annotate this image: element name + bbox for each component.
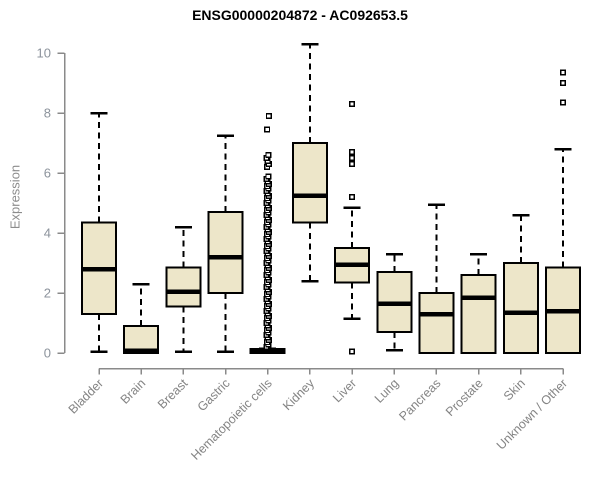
iqr-box bbox=[123, 325, 160, 354]
box-prostate bbox=[460, 252, 497, 354]
box-pancreas bbox=[418, 203, 455, 354]
y-tick-label: 10 bbox=[37, 46, 51, 61]
iqr-box bbox=[460, 274, 497, 354]
y-tick-label: 6 bbox=[44, 166, 51, 181]
outlier-point bbox=[349, 100, 356, 107]
outlier-point bbox=[349, 160, 356, 167]
x-category-label: Liver bbox=[330, 376, 359, 405]
iqr-box bbox=[502, 262, 539, 354]
box-gastric bbox=[207, 134, 244, 353]
x-category-label: Lung bbox=[372, 376, 402, 406]
outlier-point bbox=[265, 151, 272, 158]
x-category-label: Hematopoietic cells bbox=[188, 376, 275, 463]
y-axis: 0 2 4 6 8 10 bbox=[37, 46, 66, 361]
box-lung bbox=[376, 252, 413, 352]
x-category-label: Prostate bbox=[443, 376, 486, 419]
box-unknown-other bbox=[545, 69, 581, 354]
x-category-label: Breast bbox=[155, 376, 191, 412]
y-tick-label: 0 bbox=[44, 346, 51, 361]
y-tick-label: 2 bbox=[44, 286, 51, 301]
outlier-point bbox=[264, 126, 271, 133]
outlier-point bbox=[560, 79, 567, 86]
iqr-box bbox=[165, 266, 202, 308]
y-tick-label: 8 bbox=[44, 106, 51, 121]
outlier-point bbox=[349, 348, 356, 355]
x-category-label: Skin bbox=[501, 376, 528, 403]
box-liver bbox=[334, 100, 371, 355]
box-brain bbox=[123, 282, 160, 354]
outlier-point bbox=[265, 173, 272, 180]
outlier-point bbox=[349, 154, 356, 161]
outlier-point bbox=[265, 112, 272, 119]
outlier-point bbox=[560, 99, 567, 106]
box-skin bbox=[502, 213, 539, 354]
x-category-label: Bladder bbox=[66, 376, 106, 416]
iqr-box bbox=[207, 211, 244, 294]
outlier-point bbox=[560, 69, 567, 76]
x-category-label: Gastric bbox=[195, 376, 233, 414]
box-bladder bbox=[81, 111, 117, 353]
chart-title: ENSG00000204872 - AC092653.5 bbox=[192, 7, 408, 23]
y-tick-label: 4 bbox=[44, 226, 51, 241]
box-kidney bbox=[291, 42, 328, 283]
x-category-label: Kidney bbox=[280, 376, 317, 413]
outlier-point bbox=[349, 193, 356, 200]
iqr-box bbox=[291, 142, 328, 224]
x-category-label: Pancreas bbox=[396, 376, 443, 423]
box-hematopoietic-cells bbox=[249, 112, 286, 355]
outlier-point bbox=[349, 148, 356, 155]
iqr-box bbox=[418, 292, 455, 354]
box-breast bbox=[165, 225, 202, 353]
x-category-label: Brain bbox=[118, 376, 149, 407]
